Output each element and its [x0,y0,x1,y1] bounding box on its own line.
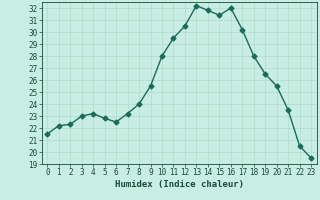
X-axis label: Humidex (Indice chaleur): Humidex (Indice chaleur) [115,180,244,189]
